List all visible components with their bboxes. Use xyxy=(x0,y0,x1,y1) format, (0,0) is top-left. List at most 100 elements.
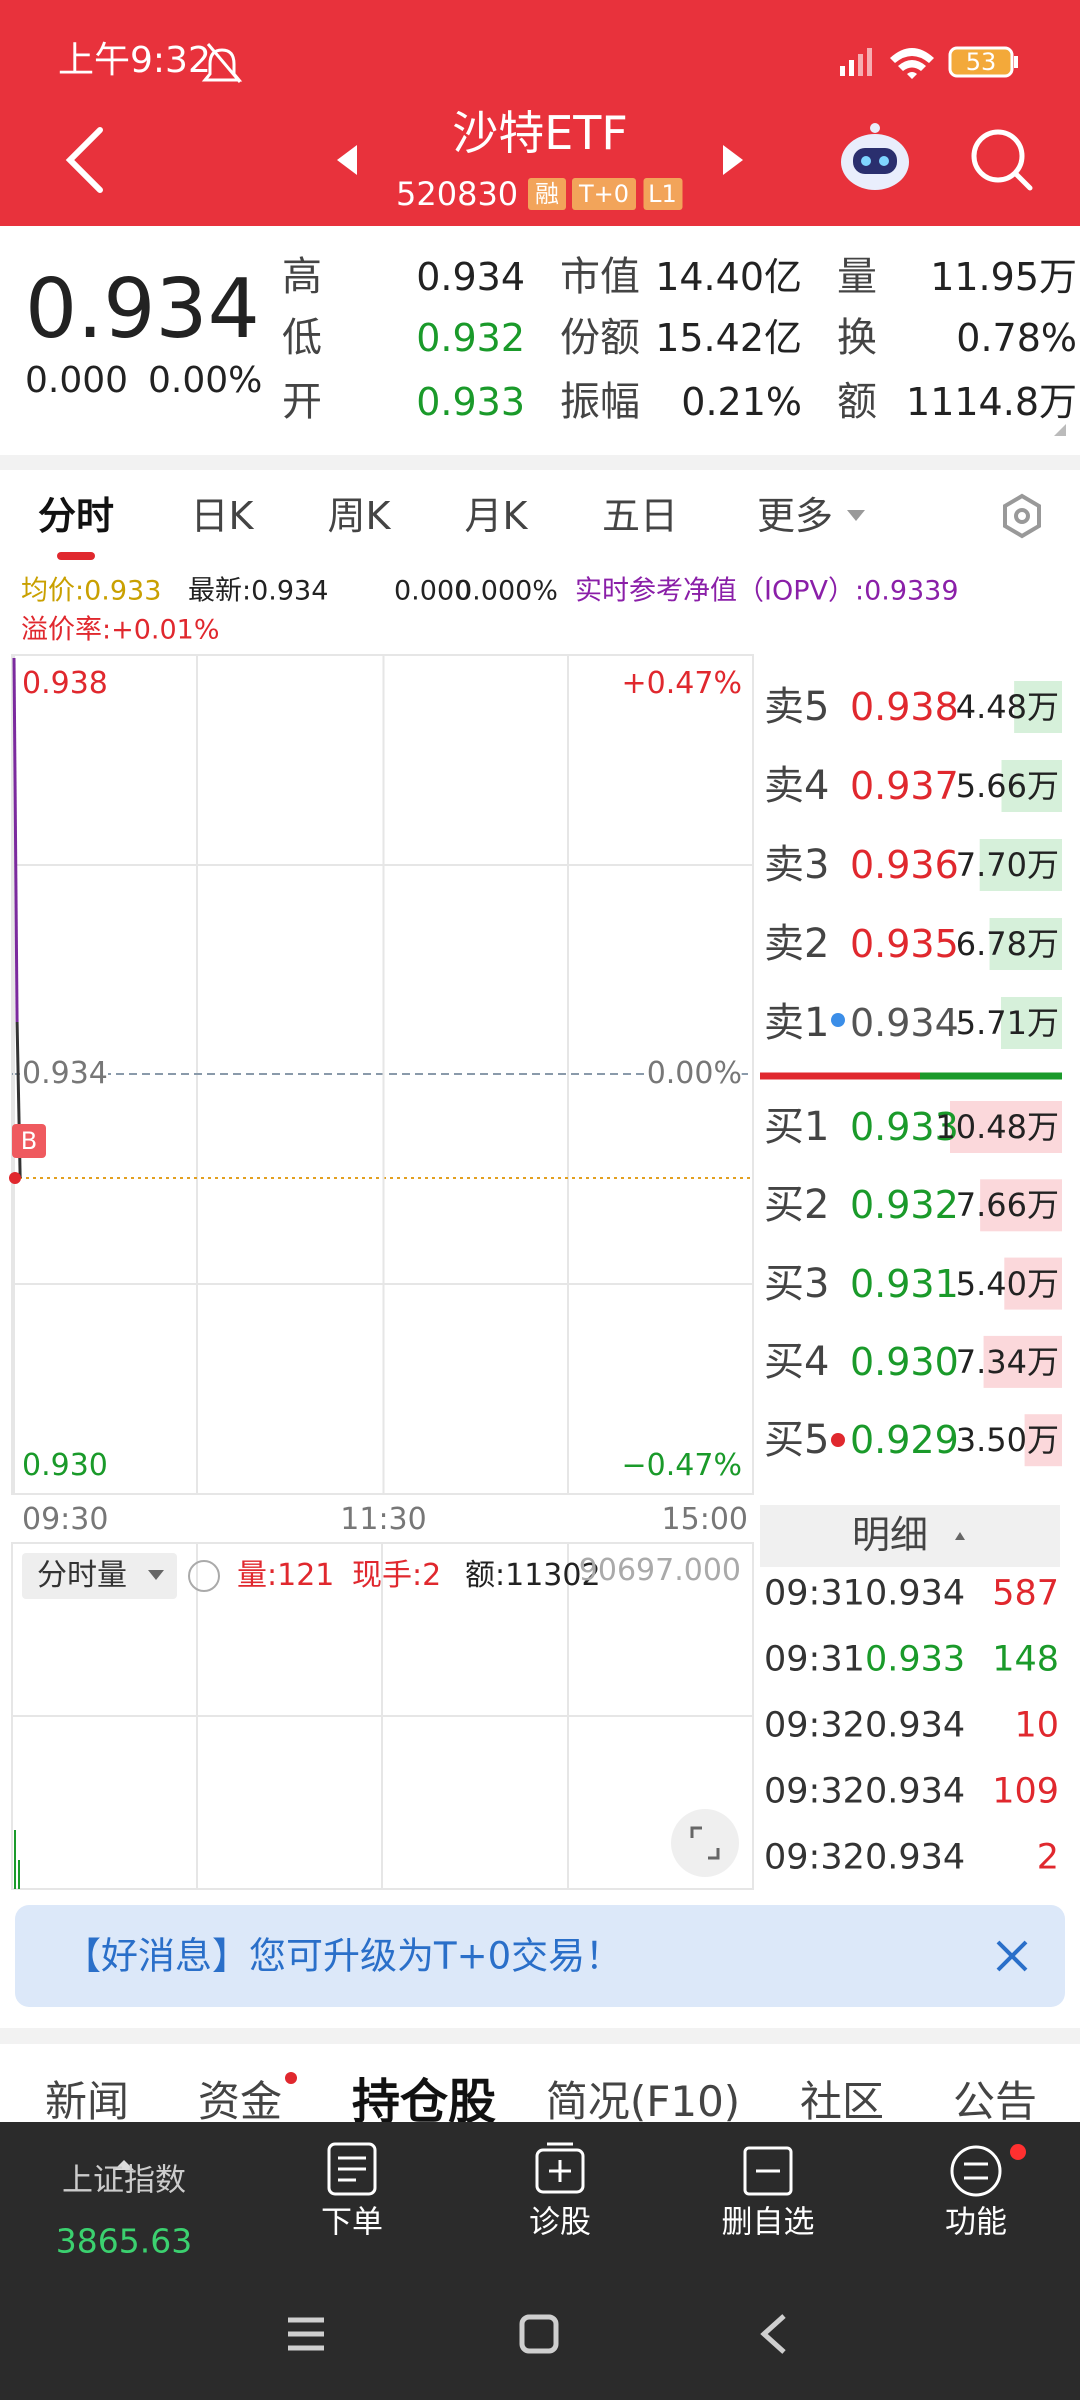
depth-bar xyxy=(983,1335,1062,1388)
tag: L1 xyxy=(643,178,682,210)
banner-close[interactable] xyxy=(996,1940,1028,1972)
book-price: 0.931 xyxy=(850,1261,959,1306)
book-price: 0.935 xyxy=(850,922,959,966)
expand-button[interactable] xyxy=(671,1809,739,1877)
book-label: 卖5 xyxy=(764,684,830,730)
settings-icon[interactable] xyxy=(1003,493,1041,539)
book-price: 0.934 xyxy=(850,1001,959,1045)
book-label: 卖2 xyxy=(764,921,830,967)
banner[interactable] xyxy=(15,1905,1065,2007)
bottom-nav-cover xyxy=(0,2122,1080,2400)
tab[interactable]: 周K xyxy=(327,494,391,538)
stat-label: 高 xyxy=(282,254,322,300)
x-label: 15:00 xyxy=(661,1502,748,1537)
book-label: 买3 xyxy=(764,1260,830,1307)
info-change: 0.000 xyxy=(394,575,472,607)
tab[interactable]: 月K xyxy=(464,494,528,538)
assistant-icon[interactable] xyxy=(841,123,909,190)
premium: 溢价率:+0.01% xyxy=(21,614,220,646)
change: 0.000 xyxy=(25,360,129,401)
price-line xyxy=(12,657,19,1023)
volume-max: 90697.000 xyxy=(578,1553,741,1588)
trade-time: 09:32 xyxy=(764,1837,865,1878)
stat-value: 0.934 xyxy=(416,255,525,299)
tab[interactable]: 五日 xyxy=(601,494,679,538)
selector-bg[interactable] xyxy=(22,1553,177,1599)
nav-item[interactable]: 诊股 xyxy=(529,2204,591,2241)
code: 520830 xyxy=(396,175,519,213)
nav-item[interactable]: 功能 xyxy=(945,2204,1007,2241)
avg-price: 均价:0.933 xyxy=(21,575,162,607)
book-label: 买5 xyxy=(764,1417,830,1464)
help-icon[interactable] xyxy=(188,1560,220,1592)
banner-text[interactable]: 【好消息】您可升级为T+0交易！ xyxy=(64,1934,623,1978)
book-volume: 10.48万 xyxy=(935,1108,1059,1146)
trade-time: 09:31 xyxy=(764,1639,865,1680)
details-sort[interactable] xyxy=(955,1532,965,1540)
trade-volume: 148 xyxy=(992,1639,1059,1680)
latest: 最新:0.934 xyxy=(188,575,329,607)
volume: 量:121 xyxy=(237,1558,335,1593)
status-time: 上午9:32 xyxy=(58,40,211,81)
book-label: 买2 xyxy=(764,1182,830,1229)
stat-label: 低 xyxy=(282,315,322,361)
stat-value: 0.78% xyxy=(956,316,1077,360)
section-tab[interactable]: 简况(F10) xyxy=(545,2077,741,2126)
depth-bar xyxy=(979,839,1062,891)
section-tab[interactable]: 社区 xyxy=(799,2077,885,2126)
back-icon[interactable] xyxy=(65,127,103,193)
separator xyxy=(0,455,1080,470)
index-arrow[interactable] xyxy=(114,2160,134,2170)
section-tab[interactable]: 公告 xyxy=(952,2077,1038,2126)
current-hand: 现手:2 xyxy=(352,1558,442,1593)
section-tab[interactable]: 资金 xyxy=(197,2077,283,2126)
prev-icon[interactable] xyxy=(337,145,357,175)
section-tab[interactable]: 新闻 xyxy=(44,2077,130,2126)
section-tab[interactable]: 持仓股 xyxy=(351,2074,497,2130)
tab[interactable]: 分时 xyxy=(37,494,115,538)
book-volume: 5.71万 xyxy=(955,1004,1059,1042)
book-price: 0.938 xyxy=(850,685,959,729)
book-volume: 7.34万 xyxy=(955,1342,1059,1381)
tab[interactable]: 更多 xyxy=(756,494,834,538)
index-value[interactable]: 3865.63 xyxy=(55,2221,193,2261)
nav-item[interactable]: 删自选 xyxy=(721,2204,815,2241)
index-name[interactable]: 上证指数 xyxy=(62,2162,186,2199)
y-label: 0.934 xyxy=(22,1056,108,1091)
ask-dot xyxy=(831,1013,845,1027)
amount: 额:11302 xyxy=(465,1558,601,1593)
separator xyxy=(0,2028,1080,2044)
nav-icons[interactable] xyxy=(327,2142,1002,2197)
depth-bar xyxy=(1024,1414,1062,1467)
tag: 融 xyxy=(528,178,566,210)
trade-time: 09:32 xyxy=(764,1705,865,1746)
stat-label: 换 xyxy=(837,315,877,361)
tab[interactable]: 日K xyxy=(190,494,254,538)
depth-bar xyxy=(1000,997,1062,1049)
book-volume: 7.70万 xyxy=(955,846,1059,884)
book-label: 买4 xyxy=(764,1338,830,1385)
price: 0.934 xyxy=(25,262,260,357)
tab-underline xyxy=(57,552,95,560)
iopv: 实时参考净值（IOPV）:0.9339 xyxy=(575,575,959,607)
more-arrow[interactable] xyxy=(847,510,865,521)
expand-icon xyxy=(690,1826,720,1860)
stat-label: 额 xyxy=(837,379,877,425)
depth-bar xyxy=(980,1179,1062,1232)
nav-item[interactable]: 下单 xyxy=(321,2204,383,2241)
stat-label: 份额 xyxy=(560,315,640,361)
stat-label: 量 xyxy=(837,254,877,300)
book-volume: 7.66万 xyxy=(955,1186,1059,1225)
bid-dot xyxy=(831,1433,845,1447)
search-icon[interactable] xyxy=(971,129,1033,191)
details-header-bg xyxy=(760,1505,1060,1567)
system-nav[interactable] xyxy=(288,2314,786,2354)
stat-label: 开 xyxy=(282,379,322,425)
x-label: 09:30 xyxy=(22,1502,109,1537)
volume-selector[interactable]: 分时量 xyxy=(37,1558,127,1593)
tab-dot xyxy=(285,2072,297,2084)
nav-dot xyxy=(1010,2144,1026,2160)
next-icon[interactable] xyxy=(723,145,743,175)
book-price: 0.937 xyxy=(850,764,959,808)
stat-label: 市值 xyxy=(560,254,640,300)
